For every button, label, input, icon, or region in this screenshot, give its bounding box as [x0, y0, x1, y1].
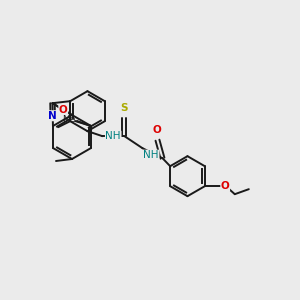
Text: NH: NH	[143, 150, 159, 160]
Text: O: O	[221, 181, 230, 191]
Text: O: O	[59, 105, 68, 115]
Text: Me: Me	[62, 116, 75, 124]
Text: O: O	[152, 125, 161, 135]
Text: S: S	[121, 103, 128, 113]
Text: N: N	[48, 111, 57, 121]
Text: NH: NH	[106, 131, 121, 141]
